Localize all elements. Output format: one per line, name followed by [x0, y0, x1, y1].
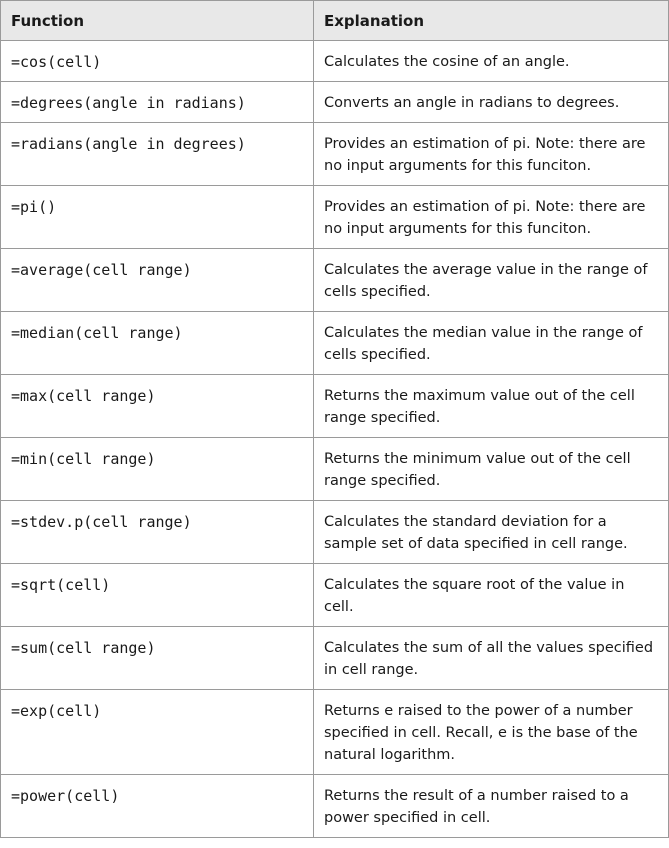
table-row: =radians(angle in degrees) Provides an e… [0, 122, 669, 186]
function-cell: =exp(cell) [0, 689, 314, 775]
header-explanation: Explanation [313, 0, 669, 41]
header-function: Function [0, 0, 314, 41]
function-cell: =max(cell range) [0, 374, 314, 438]
explanation-cell: Returns e raised to the power of a numbe… [313, 689, 669, 775]
explanation-cell: Calculates the standard deviation for a … [313, 500, 669, 564]
table-row: =sqrt(cell) Calculates the square root o… [0, 563, 669, 627]
explanation-cell: Provides an estimation of pi. Note: ther… [313, 122, 669, 186]
function-cell: =cos(cell) [0, 40, 314, 82]
function-cell: =radians(angle in degrees) [0, 122, 314, 186]
table-row: =max(cell range) Returns the maximum val… [0, 374, 669, 438]
table-row: =sum(cell range) Calculates the sum of a… [0, 626, 669, 690]
table-row: =pi() Provides an estimation of pi. Note… [0, 185, 669, 249]
explanation-cell: Calculates the cosine of an angle. [313, 40, 669, 82]
header-row: Function Explanation [0, 0, 669, 41]
function-cell: =pi() [0, 185, 314, 249]
function-cell: =sum(cell range) [0, 626, 314, 690]
function-cell: =min(cell range) [0, 437, 314, 501]
table-row: =exp(cell) Returns e raised to the power… [0, 689, 669, 775]
table-row: =cos(cell) Calculates the cosine of an a… [0, 40, 669, 82]
function-cell: =sqrt(cell) [0, 563, 314, 627]
function-cell: =degrees(angle in radians) [0, 81, 314, 123]
table-row: =stdev.p(cell range) Calculates the stan… [0, 500, 669, 564]
table-row: =min(cell range) Returns the minimum val… [0, 437, 669, 501]
explanation-cell: Provides an estimation of pi. Note: ther… [313, 185, 669, 249]
explanation-cell: Calculates the median value in the range… [313, 311, 669, 375]
table-header: Function Explanation [0, 0, 669, 41]
explanation-cell: Calculates the average value in the rang… [313, 248, 669, 312]
explanation-cell: Calculates the square root of the value … [313, 563, 669, 627]
table-body: =cos(cell) Calculates the cosine of an a… [0, 40, 669, 838]
explanation-cell: Converts an angle in radians to degrees. [313, 81, 669, 123]
function-cell: =average(cell range) [0, 248, 314, 312]
table-row: =power(cell) Returns the result of a num… [0, 774, 669, 838]
explanation-cell: Calculates the sum of all the values spe… [313, 626, 669, 690]
table-row: =degrees(angle in radians) Converts an a… [0, 81, 669, 123]
function-cell: =power(cell) [0, 774, 314, 838]
explanation-cell: Returns the maximum value out of the cel… [313, 374, 669, 438]
table-row: =average(cell range) Calculates the aver… [0, 248, 669, 312]
explanation-cell: Returns the result of a number raised to… [313, 774, 669, 838]
function-cell: =stdev.p(cell range) [0, 500, 314, 564]
table-row: =median(cell range) Calculates the media… [0, 311, 669, 375]
explanation-cell: Returns the minimum value out of the cel… [313, 437, 669, 501]
function-cell: =median(cell range) [0, 311, 314, 375]
